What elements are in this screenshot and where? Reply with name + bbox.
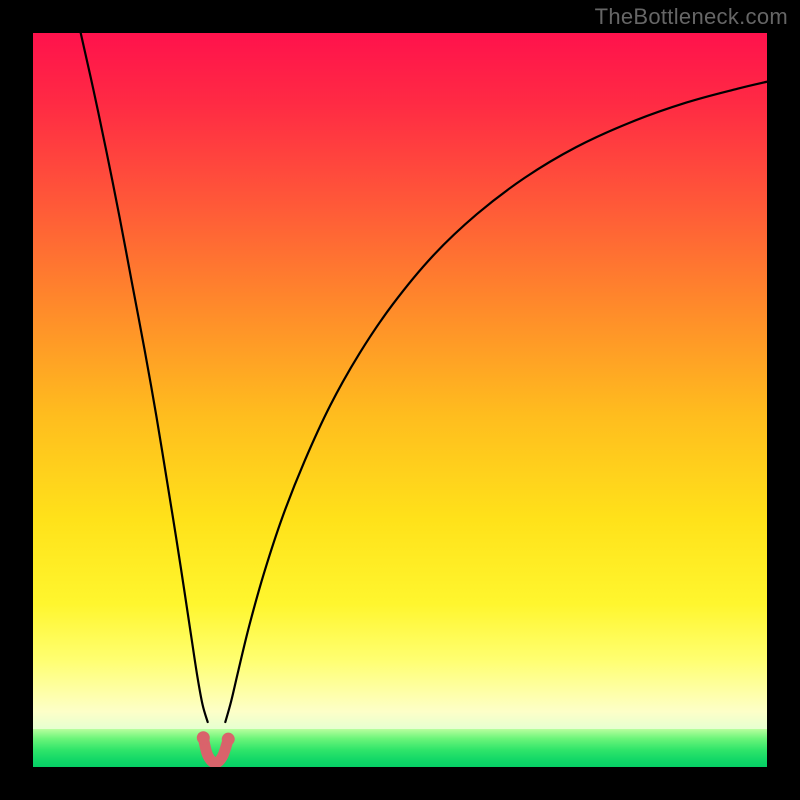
curve-left-branch xyxy=(81,33,208,722)
curve-right-branch xyxy=(225,82,767,722)
trough-marker-dot xyxy=(197,731,210,744)
curve-overlay xyxy=(33,33,767,767)
watermark-text: TheBottleneck.com xyxy=(595,4,788,30)
plot-area xyxy=(33,33,767,767)
trough-marker-dot xyxy=(222,733,235,746)
